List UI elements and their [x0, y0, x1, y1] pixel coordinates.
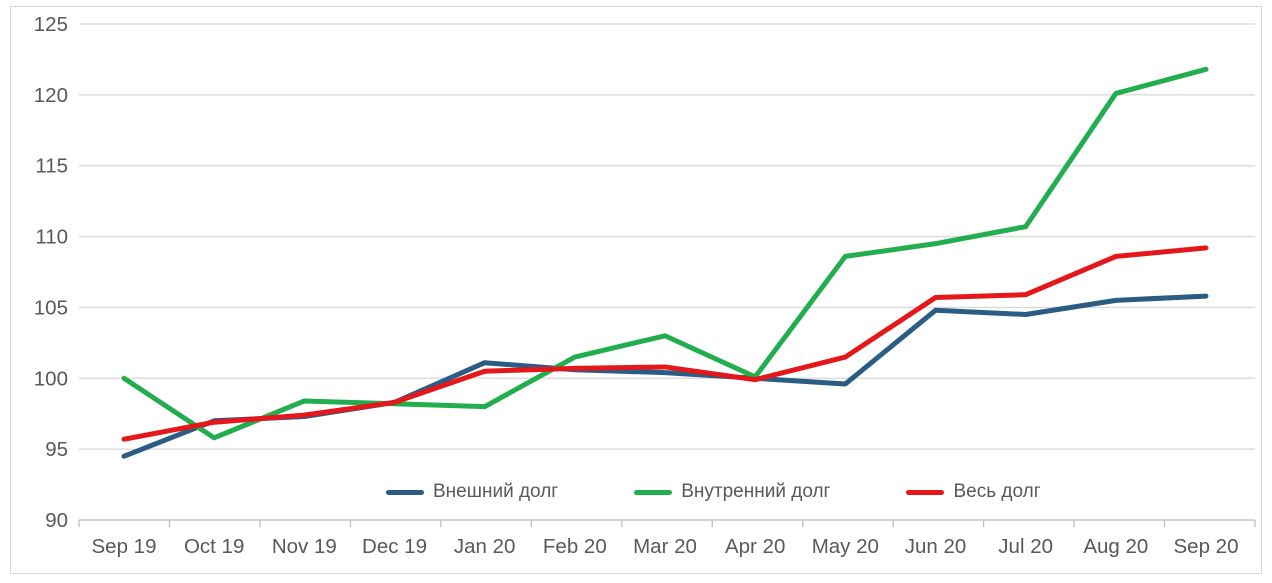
legend: Внешний долг Внутренний долг Весь долг	[386, 481, 1041, 503]
legend-item-external-debt: Внешний долг	[386, 481, 558, 503]
y-axis-tick-label: 115	[35, 155, 68, 178]
series-line-2	[121, 245, 1209, 442]
axis-lines	[78, 519, 1256, 527]
legend-label-all-debt: Весь долг	[953, 481, 1041, 502]
legend-dash-external-debt-icon	[386, 489, 424, 495]
x-axis-tick-label: Nov 19	[272, 535, 337, 558]
series-line-1	[121, 66, 1209, 441]
y-axis-tick-label: 105	[34, 296, 68, 319]
y-axis-tick-label: 120	[34, 84, 68, 107]
chart-frame-border	[10, 6, 1262, 574]
x-axis-labels: Sep 19 Oct 19 Nov 19 Dec 19 Jan 20 Feb 20 Mar …	[92, 535, 1239, 558]
legend-item-all-debt: Весь долг	[906, 481, 1041, 503]
y-axis-tick-label: 90	[45, 509, 68, 532]
x-axis-tick-label: Jun 20	[905, 535, 967, 558]
gridlines	[79, 23, 1255, 450]
y-axis-tick-label: 125	[34, 13, 68, 36]
x-axis-tick-label: Jan 20	[454, 535, 516, 558]
y-axis-labels: 90 95 100 105 110 115 120 125	[34, 13, 68, 532]
legend-dash-domestic-debt-icon	[634, 489, 673, 495]
y-axis-tick-label: 95	[45, 438, 68, 461]
y-axis-tick-label: 110	[35, 226, 68, 249]
legend-item-domestic-debt: Внутренний долг	[634, 481, 830, 503]
x-axis-tick-label: Aug 20	[1083, 535, 1148, 558]
x-axis-tick-label: Dec 19	[362, 535, 427, 558]
y-axis-tick-label: 100	[34, 367, 68, 390]
x-axis-tick-label: Sep 19	[92, 535, 157, 558]
x-axis-tick-label: Jul 20	[998, 535, 1053, 558]
x-axis-tick-label: Feb 20	[543, 535, 607, 558]
series-line-0	[121, 293, 1209, 459]
x-axis-tick-label: Oct 19	[184, 535, 244, 558]
x-axis-tick-label: May 20	[812, 535, 879, 558]
legend-dash-all-debt-icon	[906, 489, 945, 495]
x-axis-tick-label: Sep 20	[1174, 535, 1239, 558]
x-axis-tick-label: Apr 20	[725, 535, 785, 558]
legend-label-domestic-debt: Внутренний долг	[681, 481, 831, 502]
x-axis-tick-label: Mar 20	[633, 535, 697, 558]
legend-label-external-debt: Внешний долг	[433, 481, 559, 502]
series-lines	[121, 66, 1209, 459]
